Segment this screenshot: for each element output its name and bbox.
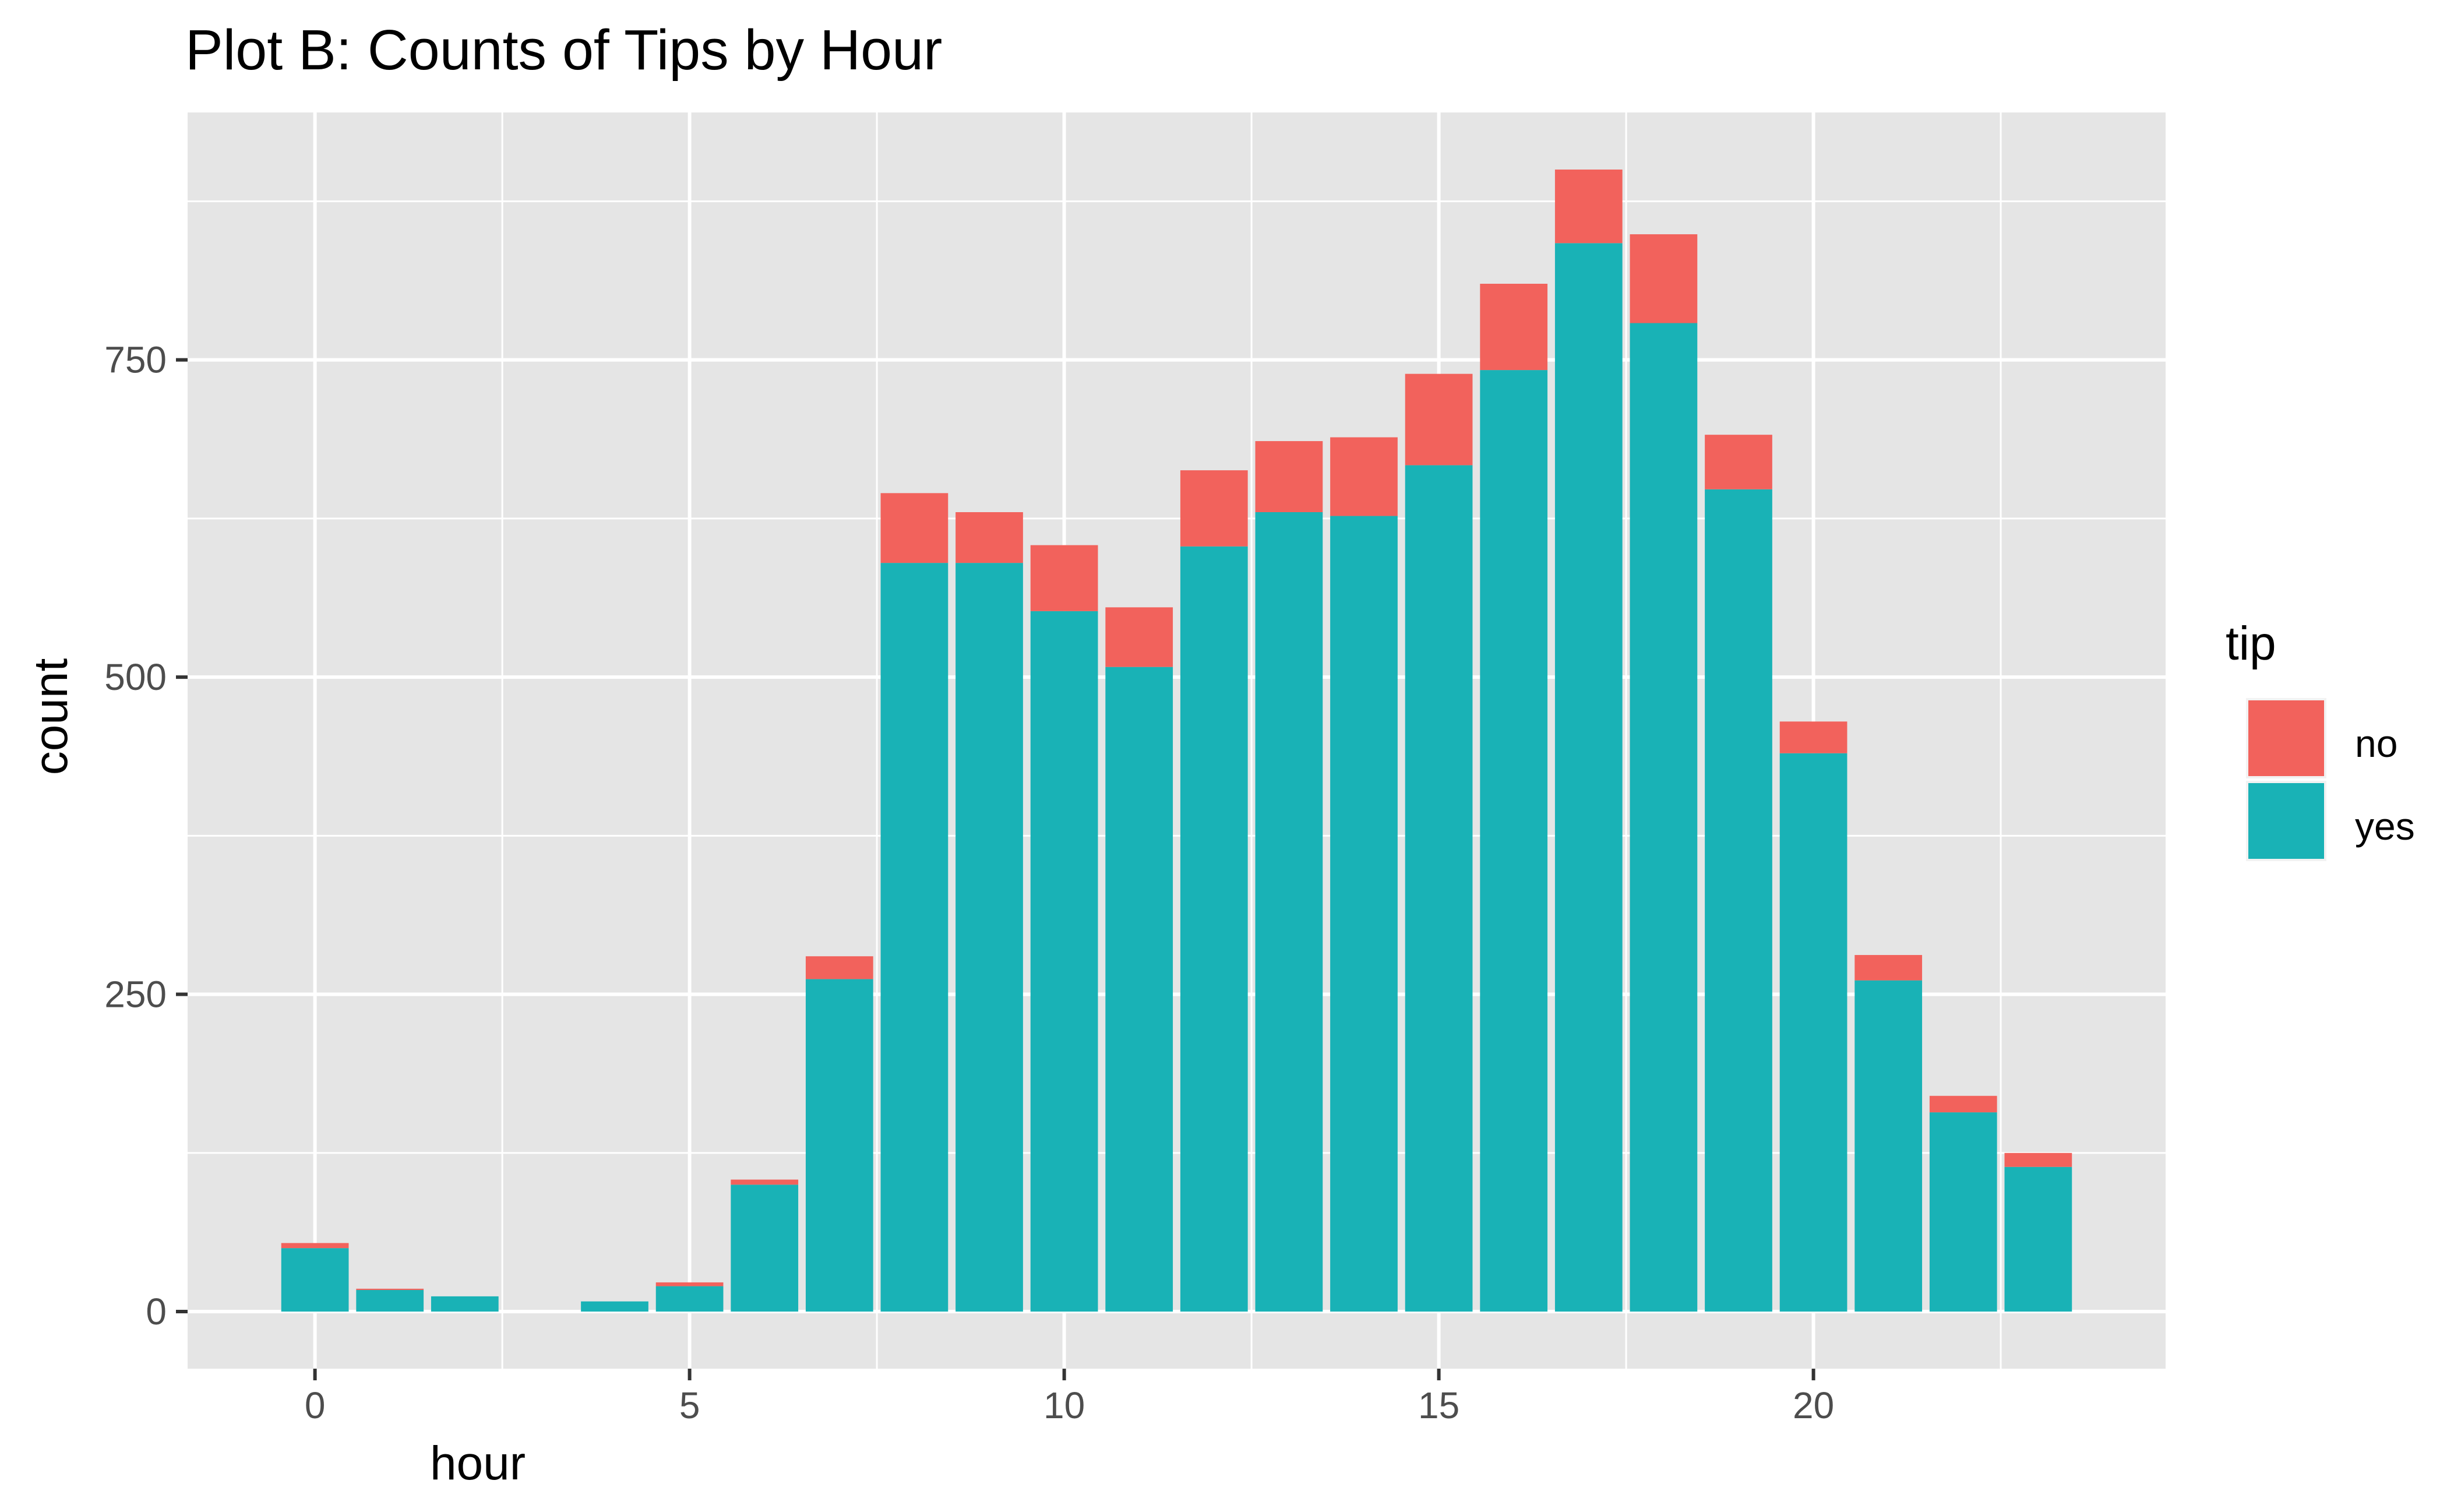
bar-no-hour-10	[1030, 545, 1098, 611]
bar-yes-hour-9	[955, 563, 1023, 1312]
bar-yes-hour-18	[1630, 323, 1698, 1312]
bar-no-hour-11	[1105, 607, 1173, 667]
y-axis-ticks: 0 250 500 750	[104, 339, 188, 1333]
bar-yes-hour-5	[655, 1286, 724, 1312]
bar-yes-hour-2	[431, 1296, 499, 1312]
bar-yes-hour-14	[1330, 516, 1398, 1312]
bar-no-hour-19	[1705, 435, 1772, 489]
bar-yes-hour-11	[1105, 667, 1173, 1312]
x-axis-label: hour	[0, 1436, 2447, 1491]
x-tick-label: 15	[1418, 1384, 1459, 1426]
bar-no-hour-12	[1180, 470, 1248, 547]
legend-key-no	[2246, 698, 2326, 778]
x-tick-label: 5	[679, 1384, 700, 1426]
y-tick-label: 500	[104, 656, 167, 698]
y-axis-label: count	[24, 658, 77, 776]
bar-yes-hour-1	[356, 1289, 424, 1312]
bar-no-hour-8	[880, 493, 949, 563]
x-tick-label: 10	[1043, 1384, 1085, 1426]
bar-no-hour-6	[731, 1179, 799, 1185]
bar-no-hour-23	[2004, 1152, 2072, 1167]
y-tick-label: 250	[104, 974, 167, 1016]
bar-yes-hour-4	[581, 1301, 648, 1312]
bar-no-hour-7	[805, 956, 873, 979]
legend-key-yes	[2246, 781, 2326, 861]
legend-label-no: no	[2355, 722, 2398, 765]
bar-yes-hour-20	[1779, 753, 1847, 1312]
bar-yes-hour-13	[1255, 512, 1323, 1312]
bar-no-hour-18	[1630, 234, 1698, 323]
y-tick-label: 750	[104, 339, 167, 381]
legend-title: tip	[2226, 617, 2276, 670]
x-tick-label: 0	[305, 1384, 326, 1426]
bar-yes-hour-12	[1180, 546, 1248, 1312]
bar-yes-hour-21	[1854, 980, 1923, 1312]
bar-yes-hour-17	[1554, 243, 1623, 1312]
x-tick-label: 20	[1793, 1384, 1834, 1426]
bar-no-hour-0	[281, 1243, 349, 1249]
chart-title: Plot B: Counts of Tips by Hour	[185, 18, 943, 82]
bar-no-hour-22	[1929, 1095, 1997, 1113]
bar-no-hour-15	[1405, 373, 1473, 466]
bar-no-hour-9	[955, 512, 1023, 563]
bar-yes-hour-8	[880, 563, 949, 1312]
bar-series	[281, 170, 2072, 1312]
bar-no-hour-14	[1330, 437, 1398, 516]
bar-yes-hour-19	[1705, 489, 1772, 1312]
legend-label-yes: yes	[2355, 805, 2415, 848]
bar-no-hour-16	[1480, 284, 1548, 371]
bar-yes-hour-0	[281, 1248, 349, 1312]
bar-yes-hour-23	[2004, 1166, 2072, 1312]
bar-yes-hour-16	[1480, 370, 1548, 1312]
x-axis-label-text: hour	[429, 1437, 526, 1490]
bar-yes-hour-6	[731, 1185, 799, 1312]
legend-swatch-yes	[2248, 783, 2324, 859]
bar-no-hour-17	[1554, 170, 1623, 244]
bar-no-hour-13	[1255, 441, 1323, 512]
bar-no-hour-21	[1854, 955, 1923, 981]
bar-no-hour-20	[1779, 721, 1847, 753]
bar-yes-hour-15	[1405, 465, 1473, 1312]
legend-swatch-no	[2248, 700, 2324, 776]
x-axis-ticks: 0 5 10 15 20	[305, 1369, 1834, 1426]
y-tick-label: 0	[146, 1291, 167, 1333]
bar-yes-hour-7	[805, 979, 873, 1312]
bar-no-hour-5	[655, 1282, 724, 1287]
bar-yes-hour-22	[1929, 1112, 1997, 1312]
bar-yes-hour-10	[1030, 611, 1098, 1312]
bar-no-hour-1	[356, 1288, 424, 1290]
